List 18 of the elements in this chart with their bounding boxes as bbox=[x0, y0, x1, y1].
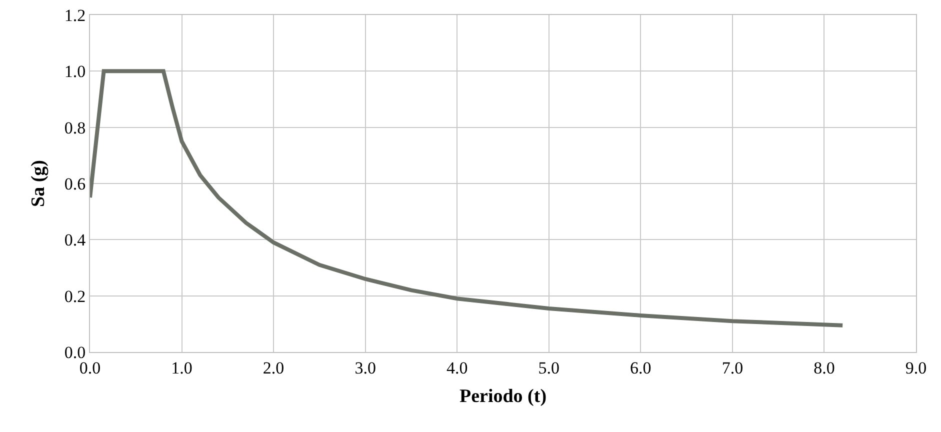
y-tick-label: 1.2 bbox=[64, 6, 86, 25]
x-tick-label: 6.0 bbox=[630, 358, 652, 378]
x-tick-label: 1.0 bbox=[171, 358, 192, 378]
x-tick-label: 2.0 bbox=[262, 358, 284, 378]
x-tick-label: 5.0 bbox=[538, 358, 560, 378]
y-tick-label: 0.6 bbox=[64, 174, 86, 194]
x-tick-label: 7.0 bbox=[722, 358, 744, 378]
y-tick-label: 1.0 bbox=[64, 62, 86, 82]
x-tick-label: 3.0 bbox=[354, 358, 376, 378]
y-tick-label: 0.2 bbox=[64, 286, 86, 306]
x-tick-label: 4.0 bbox=[446, 358, 468, 378]
x-axis-title: Periodo (t) bbox=[459, 386, 547, 408]
y-tick-label: 0.8 bbox=[64, 118, 86, 138]
line-series bbox=[90, 69, 845, 328]
y-axis-title: Sa (g) bbox=[28, 160, 50, 207]
x-tick-label: 8.0 bbox=[814, 358, 835, 378]
y-tick-label: 0.4 bbox=[64, 230, 86, 250]
x-tick-label: 9.0 bbox=[905, 358, 927, 378]
